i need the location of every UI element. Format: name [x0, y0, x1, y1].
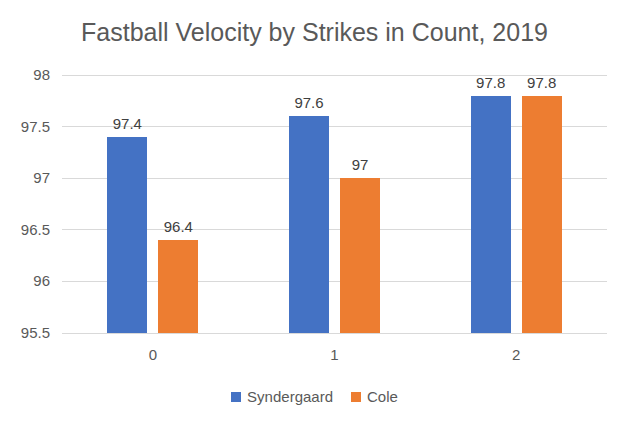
y-tick-label: 97.5 [0, 118, 50, 136]
x-category-label: 0 [62, 346, 244, 364]
y-tick-label: 96.5 [0, 221, 50, 239]
bar-syndergaard-0 [107, 137, 147, 333]
data-label: 96.4 [146, 218, 210, 236]
x-category-label: 2 [425, 346, 607, 364]
data-label: 97.4 [95, 115, 159, 133]
y-tick-label: 96 [0, 272, 50, 290]
x-category-label: 1 [244, 346, 426, 364]
legend-label: Syndergaard [247, 388, 333, 405]
y-tick-label: 97 [0, 169, 50, 187]
legend-swatch-icon [351, 392, 361, 402]
data-label: 97 [328, 156, 392, 174]
bar-cole-0 [158, 240, 198, 333]
data-label: 97.8 [510, 74, 574, 92]
bar-chart: Fastball Velocity by Strikes in Count, 2… [0, 0, 629, 429]
bar-syndergaard-2 [471, 96, 511, 333]
bar-syndergaard-1 [289, 116, 329, 333]
legend-label: Cole [367, 388, 398, 405]
plot-area: 97.496.497.69797.897.8 [62, 75, 607, 333]
bar-cole-1 [340, 178, 380, 333]
y-tick-label: 98 [0, 66, 50, 84]
legend-item-syndergaard: Syndergaard [231, 388, 333, 405]
legend: Syndergaard Cole [0, 388, 629, 405]
data-label: 97.6 [277, 94, 341, 112]
bar-cole-2 [522, 96, 562, 333]
legend-item-cole: Cole [351, 388, 398, 405]
chart-title: Fastball Velocity by Strikes in Count, 2… [0, 18, 629, 47]
x-axis: 012 [62, 346, 607, 366]
y-tick-label: 95.5 [0, 324, 50, 342]
legend-swatch-icon [231, 392, 241, 402]
